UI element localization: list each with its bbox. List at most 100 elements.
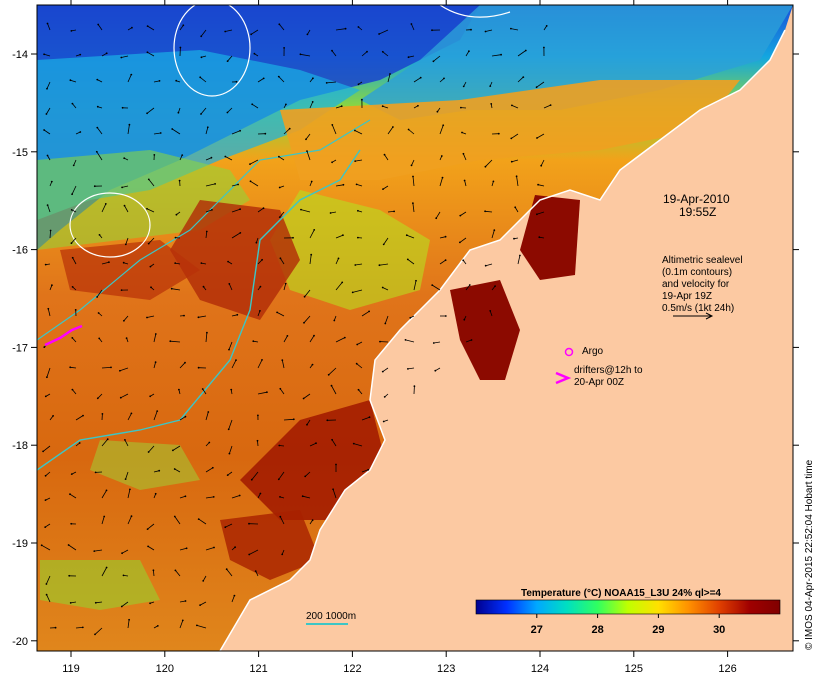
velocity-arrow-head bbox=[404, 339, 407, 341]
yellow-water-patch bbox=[270, 190, 430, 310]
velocity-arrow-head bbox=[510, 27, 512, 30]
velocity-arrow bbox=[435, 211, 441, 219]
velocity-arrow-head bbox=[81, 626, 84, 629]
velocity-arrow-head bbox=[206, 126, 209, 129]
velocity-arrow bbox=[411, 23, 415, 31]
velocity-arrow bbox=[179, 25, 184, 31]
velocity-arrow bbox=[205, 411, 209, 421]
velocity-arrow bbox=[231, 184, 239, 187]
velocity-arrow bbox=[309, 335, 315, 343]
velocity-arrow-head bbox=[228, 283, 231, 285]
legend-line-5: 0.5m/s (1kt 24h) bbox=[662, 303, 734, 314]
velocity-arrow bbox=[153, 333, 157, 343]
velocity-arrow-head bbox=[46, 154, 49, 157]
velocity-arrow bbox=[44, 523, 51, 528]
velocity-arrow bbox=[147, 51, 155, 57]
velocity-arrow-head bbox=[69, 366, 72, 369]
velocity-arrow bbox=[439, 177, 443, 187]
velocity-arrow bbox=[179, 495, 186, 499]
velocity-arrow-head bbox=[257, 414, 259, 417]
lon-tick-label: 122 bbox=[343, 663, 361, 675]
velocity-arrow bbox=[171, 128, 181, 135]
velocity-arrow-head bbox=[154, 333, 157, 335]
velocity-arrow bbox=[540, 159, 545, 166]
velocity-arrow bbox=[407, 367, 415, 370]
velocity-arrow-head bbox=[431, 284, 434, 286]
velocity-arrow-head bbox=[174, 262, 177, 264]
velocity-arrow-head bbox=[172, 449, 174, 452]
velocity-arrow-head bbox=[169, 340, 172, 343]
velocity-arrow bbox=[251, 103, 259, 109]
velocity-arrow bbox=[231, 495, 240, 499]
velocity-arrow bbox=[179, 547, 187, 551]
velocity-arrow bbox=[328, 367, 337, 376]
coastline bbox=[219, 29, 786, 651]
velocity-arrow-head bbox=[410, 23, 413, 25]
velocity-arrow bbox=[302, 495, 311, 499]
velocity-arrow bbox=[280, 258, 285, 265]
velocity-arrow-head bbox=[149, 265, 152, 268]
velocity-arrow-head bbox=[110, 366, 112, 369]
velocity-arrow bbox=[412, 176, 415, 187]
velocity-arrow bbox=[464, 180, 467, 187]
velocity-arrow-head bbox=[98, 234, 101, 236]
velocity-arrow-head bbox=[239, 129, 242, 132]
velocity-arrow-head bbox=[253, 52, 256, 55]
velocity-arrow-head bbox=[79, 53, 82, 56]
velocity-arrow bbox=[146, 208, 155, 213]
velocity-arrow bbox=[463, 153, 467, 161]
velocity-arrow-head bbox=[239, 208, 242, 211]
velocity-arrow-head bbox=[281, 359, 284, 361]
velocity-arrow bbox=[229, 445, 233, 454]
scale-arrow bbox=[673, 312, 714, 320]
velocity-arrow-head bbox=[537, 183, 539, 186]
velocity-arrow bbox=[405, 339, 415, 343]
velocity-arrow-head bbox=[69, 602, 72, 604]
velocity-arrow bbox=[46, 81, 51, 89]
velocity-arrow-head bbox=[278, 186, 281, 189]
velocity-arrow bbox=[122, 185, 129, 188]
velocity-arrow bbox=[411, 159, 415, 166]
velocity-arrow bbox=[538, 184, 545, 187]
velocity-arrow bbox=[101, 490, 107, 499]
velocity-arrow bbox=[200, 29, 207, 37]
velocity-arrow-head bbox=[96, 105, 99, 108]
velocity-arrow-head bbox=[108, 261, 110, 264]
lat-tick-label: -16 bbox=[12, 245, 28, 257]
velocity-arrow bbox=[250, 180, 259, 187]
velocity-arrow-head bbox=[417, 104, 419, 107]
velocity-arrow-head bbox=[130, 73, 133, 76]
latitude-axis: -14 -15 -16 -17 -18 -19 -20 bbox=[12, 49, 799, 648]
velocity-arrow-head bbox=[288, 127, 291, 130]
velocity-arrow bbox=[305, 133, 311, 140]
velocity-arrow bbox=[303, 315, 311, 324]
velocity-arrow-head bbox=[277, 75, 280, 78]
velocity-arrow-head bbox=[254, 570, 257, 572]
velocity-arrow bbox=[358, 389, 363, 395]
velocity-arrow-head bbox=[96, 397, 99, 400]
velocity-arrow-head bbox=[262, 77, 265, 80]
velocity-arrow-head bbox=[69, 493, 71, 496]
velocity-arrow bbox=[485, 263, 493, 267]
velocity-arrow-head bbox=[484, 210, 486, 213]
velocity-arrow bbox=[46, 107, 51, 115]
velocity-arrow bbox=[72, 257, 77, 265]
velocity-arrow-head bbox=[313, 334, 315, 337]
velocity-arrow-head bbox=[71, 337, 74, 339]
velocity-arrow-head bbox=[45, 593, 48, 596]
velocity-arrow bbox=[226, 568, 233, 577]
velocity-arrow bbox=[331, 385, 337, 395]
velocity-arrow bbox=[514, 207, 519, 213]
velocity-arrow-head bbox=[122, 261, 125, 264]
velocity-arrow bbox=[465, 284, 471, 291]
velocity-arrow-head bbox=[538, 236, 541, 239]
velocity-arrow bbox=[279, 516, 285, 525]
velocity-arrow-head bbox=[351, 291, 354, 294]
velocity-arrow-head bbox=[125, 337, 128, 339]
velocity-arrow bbox=[47, 308, 51, 317]
velocity-arrow-head bbox=[181, 619, 184, 622]
velocity-arrow bbox=[354, 130, 363, 135]
velocity-arrow-head bbox=[171, 128, 174, 130]
velocity-arrow-head bbox=[407, 368, 409, 370]
lat-tick-label: -20 bbox=[12, 636, 28, 648]
